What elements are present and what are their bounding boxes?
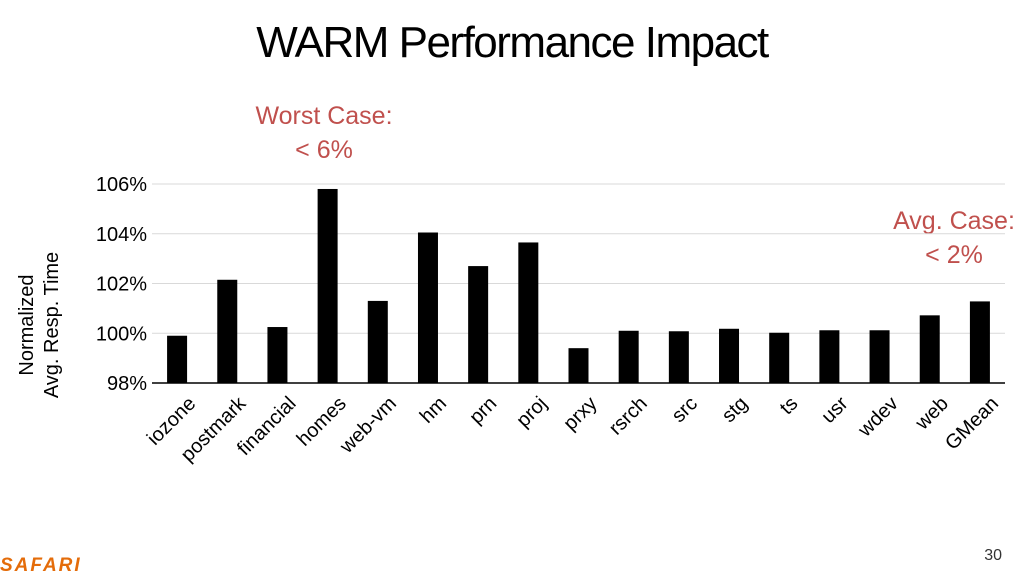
slide-title: WARM Performance Impact bbox=[256, 18, 769, 67]
avg-case-callout: Avg. Case: < 2% bbox=[880, 204, 1024, 272]
bar-prxy bbox=[568, 348, 589, 383]
bar-postmark bbox=[217, 279, 238, 383]
avg-case-value: < 2% bbox=[925, 241, 983, 269]
x-tick-label: prxy bbox=[559, 393, 601, 435]
bar-rsrch bbox=[618, 330, 639, 383]
bar-web-vm bbox=[367, 300, 388, 383]
safari-logo: SAFARI bbox=[0, 555, 82, 576]
bar-src bbox=[668, 331, 689, 383]
bar-prn bbox=[468, 266, 489, 383]
x-tick-label: web bbox=[911, 393, 953, 435]
bar-homes bbox=[317, 188, 338, 383]
y-tick-label: 100% bbox=[96, 323, 147, 345]
x-tick-label: ts bbox=[776, 393, 803, 420]
x-tick-label: src bbox=[668, 393, 702, 427]
bar-hm bbox=[417, 232, 438, 383]
x-tick-label: proj bbox=[512, 393, 551, 432]
bar-ts bbox=[769, 332, 790, 383]
bar-proj bbox=[518, 242, 539, 383]
bar-iozone bbox=[167, 335, 188, 383]
avg-case-label: Avg. Case: bbox=[893, 207, 1015, 235]
bar-web bbox=[919, 315, 940, 383]
bar-usr bbox=[819, 330, 840, 383]
bar-GMean bbox=[969, 301, 990, 383]
worst-case-callout: Worst Case: < 6% bbox=[238, 99, 410, 167]
x-tick-label: hm bbox=[416, 393, 451, 428]
x-tick-label: wdev bbox=[853, 393, 902, 442]
bar-financial bbox=[267, 327, 288, 383]
x-tick-label: stg bbox=[718, 393, 752, 427]
bar-stg bbox=[719, 328, 740, 383]
y-tick-label: 104% bbox=[96, 224, 147, 246]
page-number: 30 bbox=[984, 547, 1002, 564]
worst-case-label: Worst Case: bbox=[255, 102, 393, 130]
x-tick-label: usr bbox=[817, 392, 852, 427]
y-tick-label: 106% bbox=[96, 174, 147, 196]
bar-wdev bbox=[869, 330, 890, 383]
x-tick-label: rsrch bbox=[605, 393, 652, 440]
y-tick-label: 102% bbox=[96, 274, 147, 296]
y-tick-label: 98% bbox=[107, 373, 147, 395]
x-tick-label: GMean bbox=[941, 393, 1003, 455]
x-tick-label: prn bbox=[465, 393, 501, 429]
worst-case-value: < 6% bbox=[295, 136, 353, 164]
